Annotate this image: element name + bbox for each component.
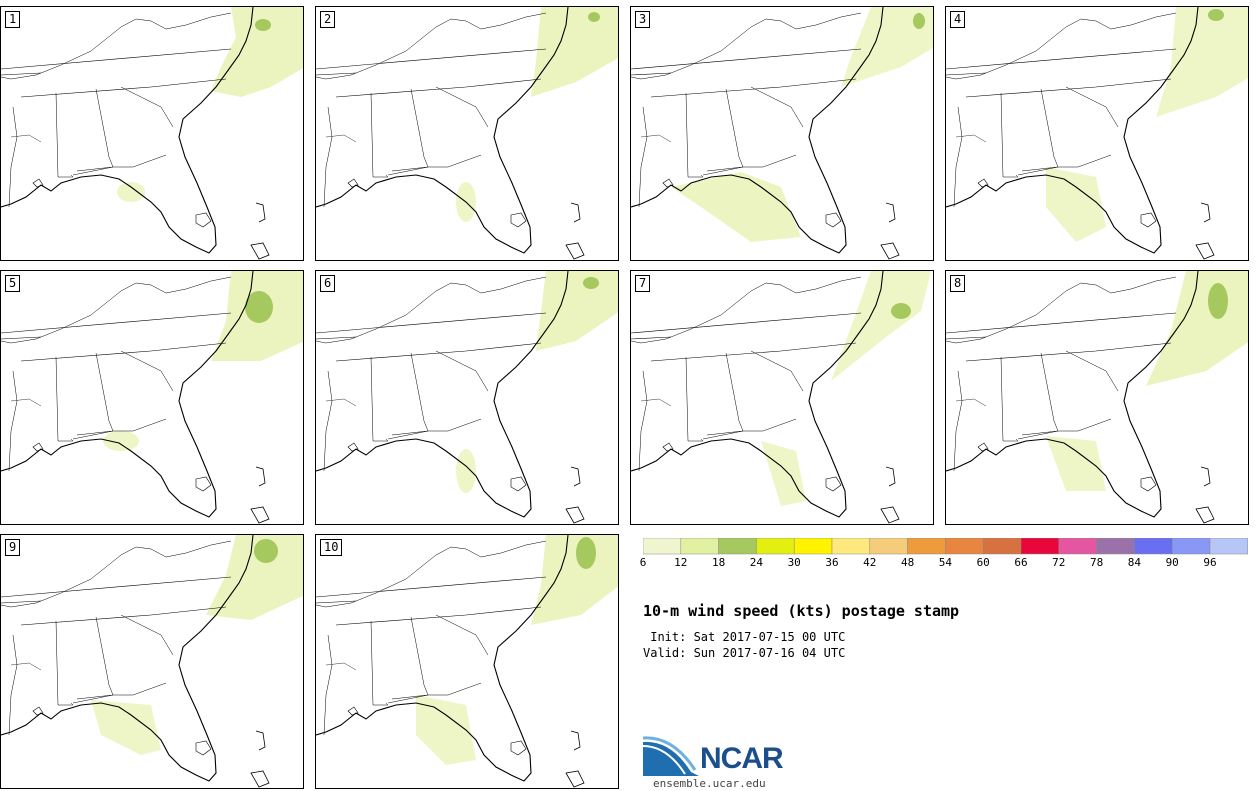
colorbar-bin	[831, 538, 871, 555]
member-number: 9	[5, 539, 21, 556]
colorbar-bin	[869, 538, 908, 555]
colorbar-bin	[1096, 538, 1135, 555]
colorbar-tick-label: 48	[900, 556, 915, 569]
colorbar-tick-label: 36	[825, 556, 839, 569]
init-time: Init: Sat 2017-07-15 00 UTC	[643, 630, 846, 644]
wind-speed-colorbar	[643, 538, 1248, 555]
member-number: 6	[320, 275, 336, 292]
colorbar-tick-label: 84	[1127, 556, 1142, 569]
member-number: 5	[5, 275, 21, 292]
colorbar-tick-label: 54	[938, 556, 953, 569]
southeast-us-map	[946, 271, 1248, 524]
southeast-us-map	[1, 7, 303, 260]
colorbar-bin	[793, 538, 833, 555]
colorbar-tick-label: 24	[749, 556, 764, 569]
ensemble-member-map: 3	[630, 6, 934, 261]
colorbar-bin	[1209, 538, 1248, 555]
southeast-us-map	[631, 7, 933, 260]
colorbar-tick-label: 78	[1089, 556, 1104, 569]
ncar-url: ensemble.ucar.edu	[653, 777, 766, 790]
colorbar-tick-label: 30	[787, 556, 801, 569]
southeast-us-map	[1, 535, 303, 788]
colorbar-bin	[907, 538, 946, 555]
colorbar-bin	[756, 538, 795, 555]
southeast-us-map	[316, 271, 618, 524]
colorbar-tick-label: 42	[863, 556, 877, 569]
ncar-logo-icon	[643, 736, 699, 776]
colorbar-tick-label: 66	[1014, 556, 1028, 569]
ensemble-member-map: 2	[315, 6, 619, 261]
member-number: 10	[320, 539, 343, 556]
ensemble-member-map: 6	[315, 270, 619, 525]
colorbar-tick-label: 12	[674, 556, 688, 569]
colorbar-bin	[1058, 538, 1097, 555]
ensemble-member-map: 8	[945, 270, 1249, 525]
southeast-us-map	[316, 535, 618, 788]
member-number: 8	[950, 275, 966, 292]
valid-time: Valid: Sun 2017-07-16 04 UTC	[643, 646, 846, 660]
southeast-us-map	[1, 271, 303, 524]
colorbar-bin	[982, 538, 1022, 555]
colorbar-tick-label: 96	[1203, 556, 1217, 569]
ensemble-member-map: 4	[945, 6, 1249, 261]
member-number: 1	[5, 11, 21, 28]
member-number: 7	[635, 275, 651, 292]
ensemble-member-map: 1	[0, 6, 304, 261]
colorbar-tick-label: 60	[976, 556, 990, 569]
southeast-us-map	[316, 7, 618, 260]
colorbar-bin	[718, 538, 757, 555]
ensemble-member-map: 9	[0, 534, 304, 789]
southeast-us-map	[631, 271, 931, 524]
member-number: 3	[635, 11, 651, 28]
ensemble-member-map: 5	[0, 270, 304, 525]
member-number: 4	[950, 11, 966, 28]
colorbar-tick-label: 72	[1052, 556, 1066, 569]
colorbar-bin	[1020, 538, 1060, 555]
southeast-us-map	[946, 7, 1248, 260]
colorbar-bin	[1171, 538, 1211, 555]
colorbar-tick-label: 6	[639, 556, 647, 569]
colorbar-bin	[1134, 538, 1173, 555]
ensemble-member-map: 10	[315, 534, 619, 789]
colorbar-tick-label: 90	[1165, 556, 1179, 569]
colorbar-bin	[680, 538, 719, 555]
member-number: 2	[320, 11, 336, 28]
colorbar-bin	[643, 538, 682, 555]
chart-title: 10-m wind speed (kts) postage stamp	[643, 602, 960, 620]
ncar-logo-text: NCAR	[700, 742, 784, 775]
ensemble-member-map: 7	[630, 270, 934, 525]
colorbar-bin	[945, 538, 984, 555]
colorbar-tick-labels: 6 12 18 24 30 36 42 48 54 60 66 72 78 84 90 96	[639, 556, 1260, 572]
colorbar-tick-label: 18	[711, 556, 726, 569]
